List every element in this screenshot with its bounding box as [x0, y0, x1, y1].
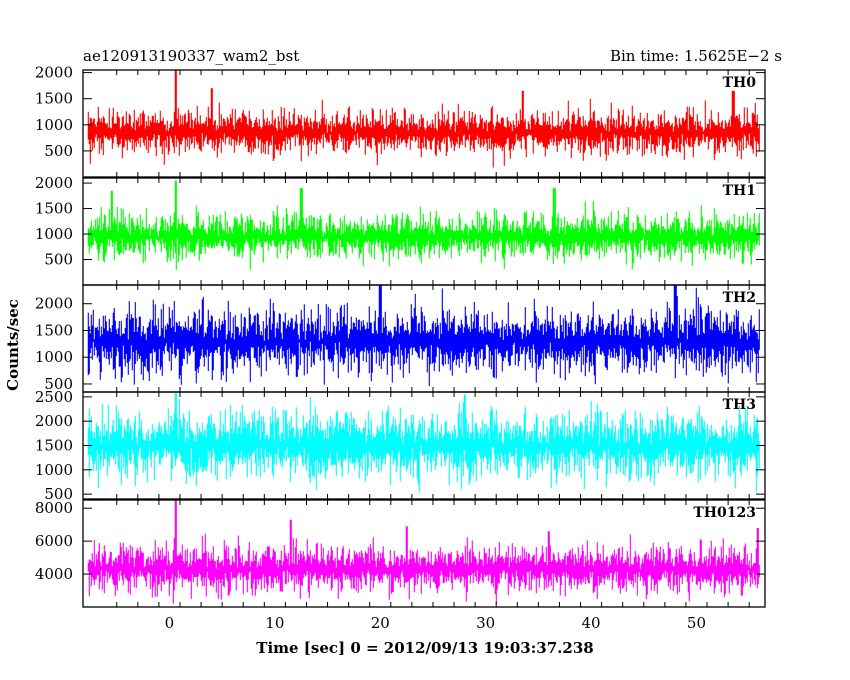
x-tick-label: 10 [265, 614, 284, 632]
x-tick-label: 0 [165, 614, 175, 632]
y-tick-label: 1000 [35, 225, 73, 243]
y-tick-label: 2000 [35, 295, 73, 313]
y-tick-label: 500 [44, 375, 73, 393]
y-tick-label: 2500 [35, 388, 73, 406]
y-tick-label: 2000 [35, 174, 73, 192]
series-th2 [87, 285, 760, 387]
panel-th2: 500 1000 1500 2000 TH2 [35, 284, 766, 393]
y-tick-label: 2000 [35, 412, 73, 430]
chart-title: ae120913190337_wam2_bst [83, 47, 299, 65]
y-tick-label: 1500 [35, 321, 73, 339]
y-tick-label: 500 [44, 251, 73, 269]
y-tick-label: 1000 [35, 461, 73, 479]
y-tick-label: 500 [44, 485, 73, 503]
panel-frame [82, 499, 766, 608]
panel-frame [82, 69, 766, 178]
x-tick-label: 40 [582, 614, 601, 632]
y-tick-label: 1000 [35, 116, 73, 134]
y-tick-label: 1500 [35, 200, 73, 218]
series-th1 [87, 180, 760, 270]
y-tick-label: 500 [44, 142, 73, 160]
panel-label: TH2 [723, 290, 756, 306]
panel-label: TH3 [723, 397, 756, 413]
x-tick-label: 30 [476, 614, 495, 632]
bin-time-label: Bin time: 1.5625E−2 s [610, 47, 782, 65]
y-tick-label: 2000 [35, 64, 73, 82]
y-tick-label: 1500 [35, 437, 73, 455]
series-th0123 [87, 500, 760, 604]
y-tick-label: 1000 [35, 348, 73, 366]
x-tick-label: 20 [371, 614, 390, 632]
panel-th1: 500 1000 1500 2000 TH1 [35, 174, 766, 286]
panel-th0123: 4000 6000 8000 TH0123 [35, 499, 766, 608]
series-th0 [87, 70, 760, 168]
panel-label: TH0123 [693, 505, 756, 521]
y-tick-label: 1500 [35, 90, 73, 108]
y-tick-label: 8000 [35, 499, 73, 517]
panel-th0: 500 1000 1500 2000 TH0 [35, 64, 766, 178]
y-tick-label: 4000 [35, 565, 73, 583]
x-tick-label: 50 [687, 614, 706, 632]
x-axis-label: Time [sec] 0 = 2012/09/13 19:03:37.238 [256, 639, 593, 657]
y-axis-label: Counts/sec [4, 299, 22, 391]
y-tick-label: 6000 [35, 532, 73, 550]
panel-label: TH1 [723, 183, 756, 199]
panel-th3: 500 1000 1500 2000 2500 TH3 [35, 388, 766, 503]
panel-label: TH0 [723, 75, 757, 91]
series-th3 [87, 392, 760, 493]
